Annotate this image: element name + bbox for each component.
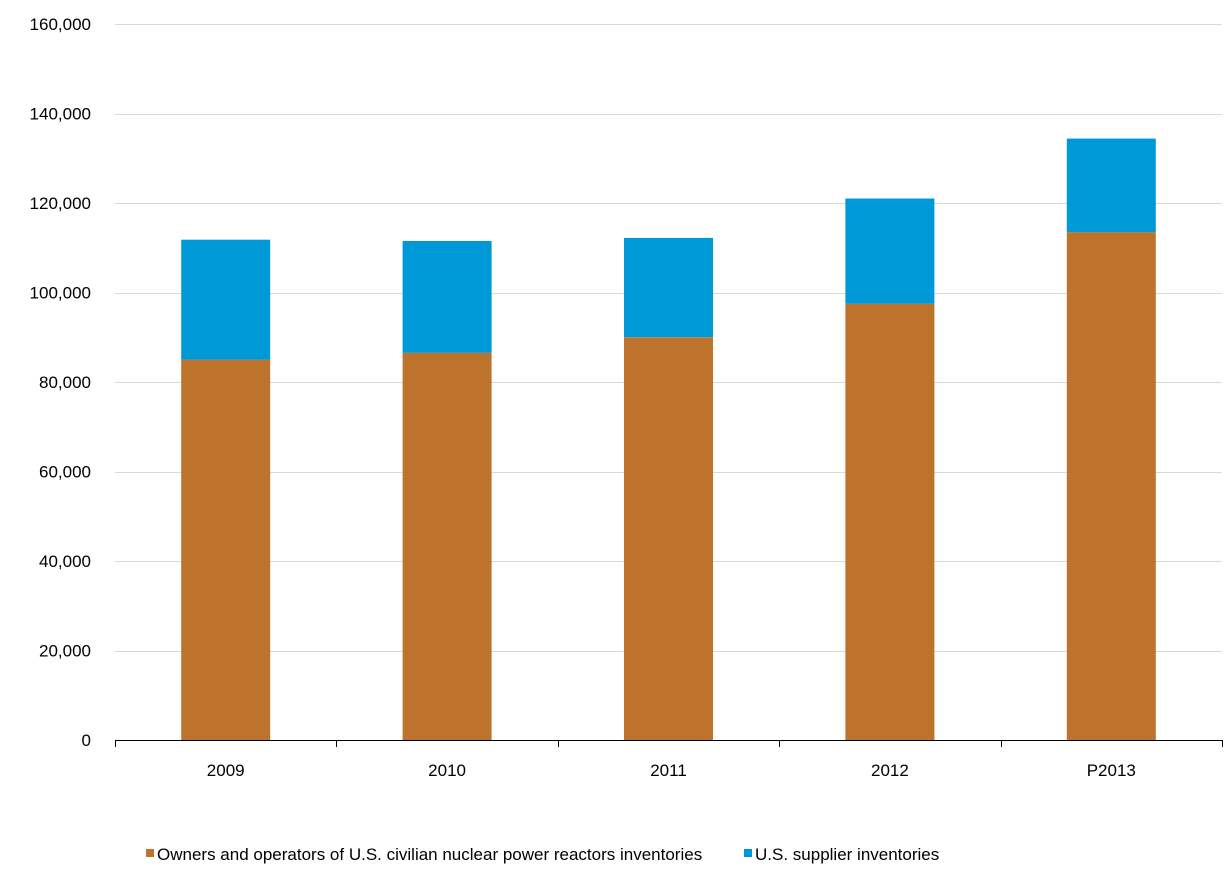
bar-segment-owners-operators-2010 (402, 352, 492, 740)
bar-segment-us-supplier-2012 (845, 198, 935, 304)
x-tick-label: 2010 (428, 761, 466, 780)
y-tick-label: 160,000 (30, 15, 91, 34)
legend-swatch (146, 849, 154, 857)
legend-label: U.S. supplier inventories (755, 845, 939, 864)
y-tick-label: 20,000 (39, 642, 91, 661)
bar-segment-us-supplier-2011 (624, 237, 713, 338)
bar-segment-us-supplier-2010 (402, 241, 492, 353)
axes (115, 740, 1223, 747)
y-tick-label: 140,000 (30, 105, 91, 124)
x-tick-label: 2009 (207, 761, 245, 780)
bar-segment-owners-operators-P2013 (1066, 232, 1156, 740)
y-axis-tick-labels: 0 20,000 40,000 60,000 80,000 100,000 120,000 1… (30, 15, 91, 750)
bar-segment-us-supplier-2009 (181, 239, 271, 360)
legend-swatch (744, 849, 752, 857)
y-tick-label: 60,000 (39, 463, 91, 482)
y-tick-label: 40,000 (39, 552, 91, 571)
x-tick-label: 2012 (871, 761, 909, 780)
bars (181, 138, 1156, 741)
bar-segment-owners-operators-2009 (181, 359, 271, 740)
y-tick-label: 80,000 (39, 373, 91, 392)
legend-label: Owners and operators of U.S. civilian nu… (157, 845, 702, 864)
bar-segment-owners-operators-2011 (624, 337, 713, 741)
bar-segment-owners-operators-2012 (845, 303, 935, 740)
bar-segment-us-supplier-P2013 (1066, 138, 1156, 233)
x-tick-label: P2013 (1087, 761, 1136, 780)
x-axis-tick-labels: 2009 2010 2011 2012 P2013 (207, 761, 1136, 780)
x-tick-label: 2011 (650, 761, 687, 780)
y-tick-label: 0 (82, 731, 91, 750)
y-tick-label: 100,000 (30, 284, 91, 303)
legend: Owners and operators of U.S. civilian nu… (146, 845, 939, 864)
y-tick-label: 120,000 (30, 194, 91, 213)
